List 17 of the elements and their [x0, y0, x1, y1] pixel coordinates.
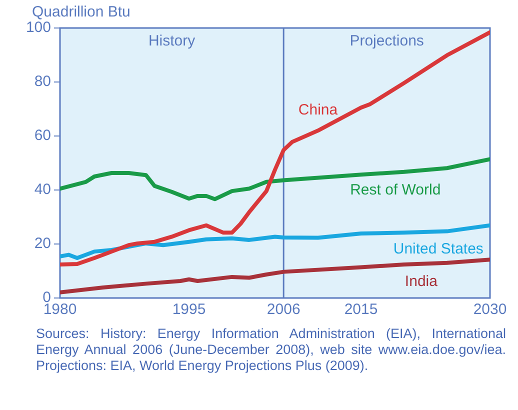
x-tick-label: 2015 — [344, 301, 378, 318]
series-label: Rest of World — [350, 182, 441, 199]
y-tick-label: 60 — [34, 127, 51, 144]
x-tick-label: 1995 — [172, 301, 206, 318]
y-tick-label: 80 — [34, 73, 51, 90]
band-label: Projections — [350, 32, 424, 50]
y-tick-label: 100 — [26, 19, 51, 36]
band-label: History — [148, 32, 196, 50]
y-tick-label: 40 — [34, 181, 51, 198]
series-label: United States — [393, 240, 484, 258]
y-tick-label: 20 — [34, 235, 51, 252]
series-label: India — [404, 273, 438, 290]
x-tick-label: 2006 — [266, 301, 300, 318]
series-label: China — [298, 102, 338, 119]
y-axis-title: Quadrillion Btu — [32, 4, 130, 21]
source-note: Sources: History: Energy Information Administration (EIA), International Energy Annual 2006 (June-December 2008), web site www.eia.doe.gov/iea. Projections: EIA, World Energy Projections Plus (2009). — [36, 326, 506, 374]
x-tick-label: 2030 — [473, 301, 507, 318]
